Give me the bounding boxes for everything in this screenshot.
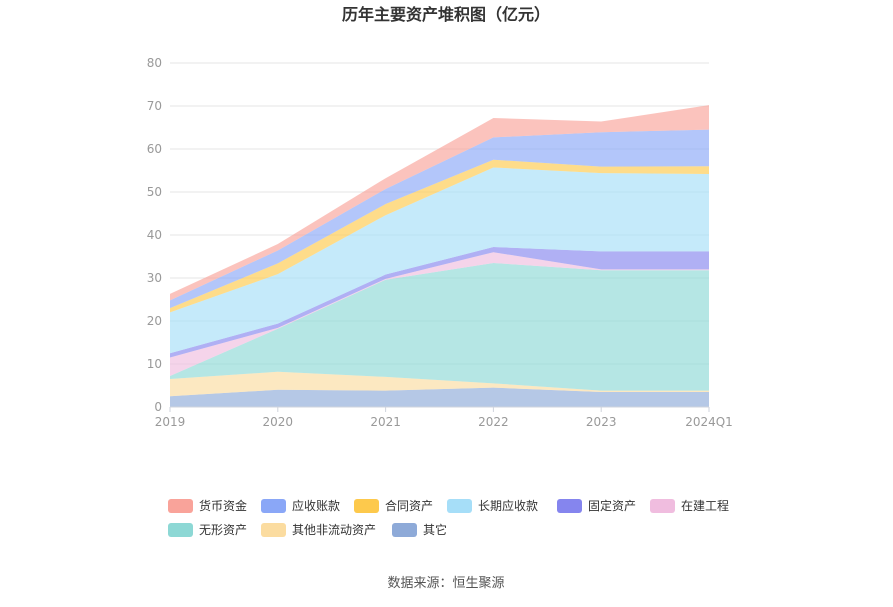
legend-label: 长期应收款 bbox=[478, 498, 538, 513]
area-series bbox=[170, 105, 709, 407]
legend-swatch bbox=[557, 499, 582, 513]
x-tick-label: 2020 bbox=[263, 415, 294, 429]
x-tick-label: 2024Q1 bbox=[685, 415, 733, 429]
y-tick-label: 20 bbox=[147, 314, 162, 328]
data-source-note: 数据来源：恒生聚源 bbox=[387, 576, 504, 591]
y-tick-label: 70 bbox=[147, 99, 162, 113]
legend-item[interactable]: 应收账款 bbox=[261, 498, 340, 513]
legend-label: 其它 bbox=[423, 522, 447, 537]
legend-label: 固定资产 bbox=[588, 498, 636, 513]
legend-item[interactable]: 长期应收款 bbox=[447, 498, 538, 513]
legend-item[interactable]: 固定资产 bbox=[557, 498, 636, 513]
y-tick-label: 50 bbox=[147, 185, 162, 199]
legend-item[interactable]: 无形资产 bbox=[168, 523, 247, 537]
x-tick-label: 2023 bbox=[586, 415, 617, 429]
legend-item[interactable]: 其它 bbox=[392, 522, 447, 537]
series-area-8 bbox=[170, 105, 709, 301]
series-area-6 bbox=[170, 159, 709, 313]
series-area-4 bbox=[170, 247, 709, 358]
legend-label: 货币资金 bbox=[199, 498, 247, 513]
legend-swatch bbox=[261, 499, 286, 513]
y-tick-label: 40 bbox=[147, 228, 162, 242]
x-tick-label: 2022 bbox=[478, 415, 509, 429]
chart-title: 历年主要资产堆积图（亿元） bbox=[342, 5, 550, 24]
axes: 0 10 20 30 40 50 60 70 80 2019 2020 2021 2022 2023 202… bbox=[147, 56, 733, 429]
legend-swatch bbox=[650, 499, 675, 513]
x-tick-label: 2019 bbox=[155, 415, 186, 429]
series-area-5 bbox=[170, 167, 709, 354]
legend-item[interactable]: 在建工程 bbox=[650, 498, 729, 513]
y-tick-label: 80 bbox=[147, 56, 162, 70]
y-tick-label: 10 bbox=[147, 357, 162, 371]
y-tick-label: 30 bbox=[147, 271, 162, 285]
legend-swatch bbox=[261, 523, 286, 537]
legend-item[interactable]: 合同资产 bbox=[354, 498, 433, 513]
legend-swatch bbox=[168, 499, 193, 513]
series-area-2 bbox=[170, 262, 709, 391]
legend-item[interactable]: 其他非流动资产 bbox=[261, 523, 376, 537]
legend-label: 在建工程 bbox=[681, 498, 729, 513]
legend-label: 无形资产 bbox=[199, 523, 247, 537]
legend-label: 应收账款 bbox=[292, 498, 340, 513]
legend-item[interactable]: 货币资金 bbox=[168, 498, 247, 513]
legend-swatch bbox=[392, 523, 417, 537]
series-area-0 bbox=[170, 387, 709, 407]
legend-label: 其他非流动资产 bbox=[292, 523, 376, 537]
legend-swatch bbox=[354, 499, 379, 513]
legend-swatch bbox=[168, 523, 193, 537]
legend-label: 合同资产 bbox=[385, 498, 433, 513]
legend-swatch bbox=[447, 499, 472, 513]
series-area-1 bbox=[170, 371, 709, 397]
x-tick-label: 2021 bbox=[370, 415, 401, 429]
y-tick-label: 0 bbox=[154, 400, 162, 414]
series-area-7 bbox=[170, 129, 709, 309]
y-tick-label: 60 bbox=[147, 142, 162, 156]
